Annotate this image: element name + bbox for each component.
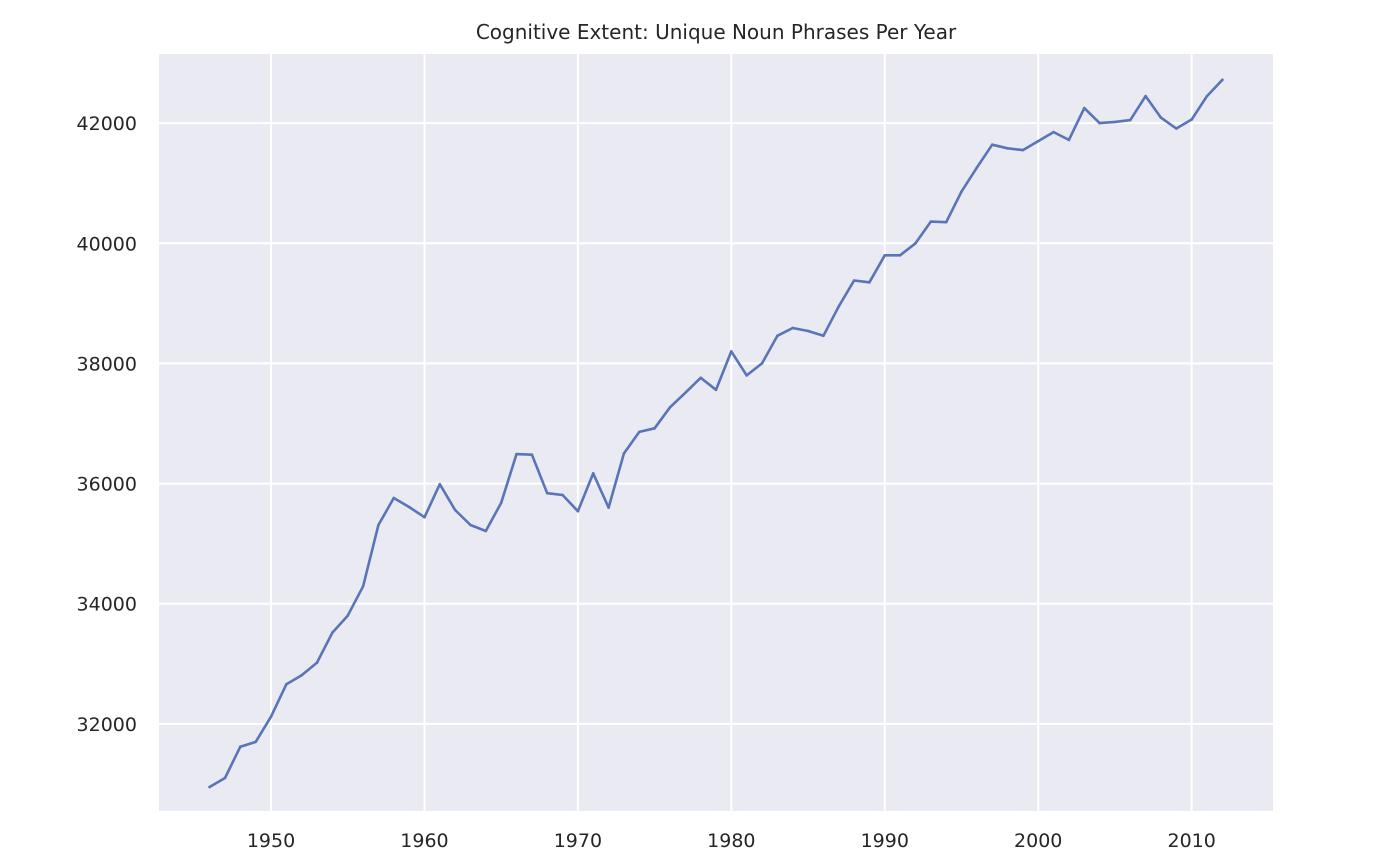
data-point: [208, 785, 211, 789]
data-point: [484, 529, 488, 533]
data-point: [990, 143, 994, 147]
data-point: [407, 505, 411, 509]
y-tick-label: 40000: [77, 233, 137, 255]
data-point: [423, 515, 426, 519]
data-point: [653, 426, 656, 430]
data-point: [361, 585, 365, 588]
data-point: [1098, 121, 1101, 125]
data-point: [914, 241, 917, 245]
data-point: [607, 506, 610, 509]
data-point: [960, 190, 963, 193]
data-point: [637, 430, 641, 434]
data-point: [929, 220, 933, 223]
data-point: [622, 452, 626, 455]
data-point: [561, 493, 564, 497]
data-point: [1006, 147, 1009, 150]
data-point: [1144, 94, 1147, 98]
data-point: [699, 376, 702, 380]
data-point: [868, 281, 871, 284]
data-point: [1067, 138, 1071, 142]
data-point: [1159, 116, 1163, 119]
data-point: [975, 166, 979, 169]
data-point: [591, 472, 595, 475]
y-tick-label: 36000: [77, 474, 137, 496]
data-point: [1175, 127, 1178, 130]
data-point: [300, 673, 304, 677]
data-point: [944, 220, 948, 224]
data-point: [285, 682, 288, 686]
data-point: [315, 661, 319, 664]
x-tick-label: 1980: [707, 830, 755, 852]
y-tick-label: 34000: [77, 594, 137, 616]
data-point: [453, 508, 457, 512]
data-point: [269, 715, 273, 718]
data-point: [239, 745, 242, 749]
plot-area: [159, 54, 1273, 811]
data-point: [898, 253, 902, 257]
y-tick-label: 38000: [77, 353, 137, 375]
data-point: [668, 405, 672, 409]
data-point: [1036, 139, 1040, 143]
x-tick-label: 1950: [247, 830, 295, 852]
x-tick-label: 1960: [400, 830, 448, 852]
data-point: [730, 350, 733, 353]
data-point: [822, 334, 825, 338]
data-point: [883, 253, 887, 257]
x-axis-ticks: 1950 1960 1970 1980 1990 2000 2010: [247, 830, 1216, 852]
data-point: [1128, 118, 1132, 122]
data-point: [545, 491, 549, 495]
data-point: [684, 391, 687, 395]
x-tick-label: 1990: [861, 830, 909, 852]
data-point: [469, 523, 472, 527]
data-point: [1052, 130, 1055, 134]
data-point: [576, 509, 580, 513]
data-point: [346, 614, 350, 618]
chart-title: Cognitive Extent: Unique Noun Phrases Pe…: [476, 20, 957, 44]
data-point: [530, 453, 534, 457]
data-point: [223, 776, 227, 780]
data-point: [438, 482, 442, 486]
data-point: [1021, 148, 1025, 152]
data-point: [377, 523, 380, 527]
data-point: [499, 501, 503, 505]
data-point: [806, 329, 810, 333]
data-point: [760, 362, 764, 365]
grid-lines: [159, 54, 1273, 811]
data-point: [1082, 106, 1086, 110]
data-point: [852, 279, 856, 282]
data-point: [837, 305, 841, 308]
data-point: [392, 496, 396, 500]
data-point: [776, 334, 779, 338]
data-point: [714, 388, 718, 392]
data-point: [254, 740, 257, 744]
data-point: [1205, 94, 1209, 98]
data-point: [515, 452, 518, 456]
x-tick-label: 2010: [1167, 830, 1215, 852]
data-point: [1221, 78, 1224, 82]
data-point: [1190, 118, 1193, 121]
x-tick-label: 2000: [1014, 830, 1062, 852]
y-axis-ticks: 32000 34000 36000 38000 40000 42000: [77, 113, 137, 736]
data-point: [331, 631, 334, 634]
y-tick-label: 42000: [77, 113, 137, 135]
series-layer: [208, 78, 1224, 789]
data-point: [1113, 120, 1117, 124]
y-tick-label: 32000: [77, 714, 137, 736]
x-tick-label: 1970: [554, 830, 602, 852]
data-point: [745, 374, 748, 377]
data-point: [791, 326, 795, 330]
